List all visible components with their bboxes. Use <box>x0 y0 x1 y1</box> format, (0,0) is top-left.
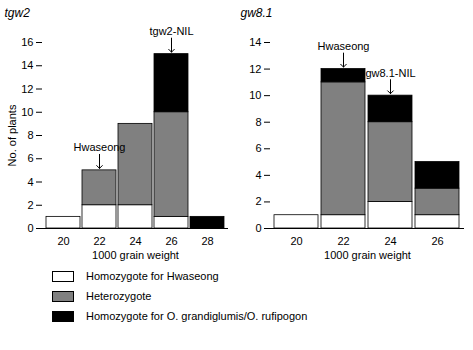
svg-text:tgw2: tgw2 <box>5 6 31 20</box>
svg-text:0: 0 <box>255 222 261 234</box>
svg-text:8: 8 <box>27 129 33 141</box>
svg-text:20: 20 <box>290 235 302 247</box>
svg-text:gw8.1: gw8.1 <box>241 6 273 20</box>
svg-text:6: 6 <box>255 142 261 154</box>
svg-text:14: 14 <box>21 59 33 71</box>
svg-text:4: 4 <box>255 169 261 181</box>
html-text:Homozygote for Hwaseong: Homozygote for Hwaseong <box>86 270 219 282</box>
svg-text:24: 24 <box>384 235 396 247</box>
svg-text:24: 24 <box>129 235 141 247</box>
svg-text:2: 2 <box>27 199 33 211</box>
svg-text:14: 14 <box>249 36 261 48</box>
svg-text:26: 26 <box>431 235 443 247</box>
svg-text:22: 22 <box>337 235 349 247</box>
svg-text:26: 26 <box>165 235 177 247</box>
svg-text:tgw2-NIL: tgw2-NIL <box>149 25 193 37</box>
svg-text:10: 10 <box>21 106 33 118</box>
svg-text:0: 0 <box>27 222 33 234</box>
svg-text:28: 28 <box>201 235 213 247</box>
svg-text:Hwaseong: Hwaseong <box>318 40 370 52</box>
svg-text:gw8.1-NIL: gw8.1-NIL <box>365 67 415 79</box>
svg-text:4: 4 <box>27 176 33 188</box>
html-text:Homozygote for O. grandiglumis: Homozygote for O. grandiglumis/O. rufipo… <box>86 310 308 322</box>
svg-text:12: 12 <box>249 63 261 75</box>
svg-text:1000 grain weight: 1000 grain weight <box>92 249 179 261</box>
svg-text:10: 10 <box>249 89 261 101</box>
svg-text:Hwaseong: Hwaseong <box>74 141 126 153</box>
svg-text:12: 12 <box>21 83 33 95</box>
svg-text:22: 22 <box>93 235 105 247</box>
svg-text:20: 20 <box>57 235 69 247</box>
svg-text:2: 2 <box>255 195 261 207</box>
html-text:Heterozygote: Heterozygote <box>86 290 152 302</box>
svg-text:6: 6 <box>27 152 33 164</box>
svg-text:16: 16 <box>21 36 33 48</box>
svg-text:1000 grain weight: 1000 grain weight <box>324 249 411 261</box>
svg-text:No. of plants: No. of plants <box>6 104 18 166</box>
svg-text:8: 8 <box>255 116 261 128</box>
